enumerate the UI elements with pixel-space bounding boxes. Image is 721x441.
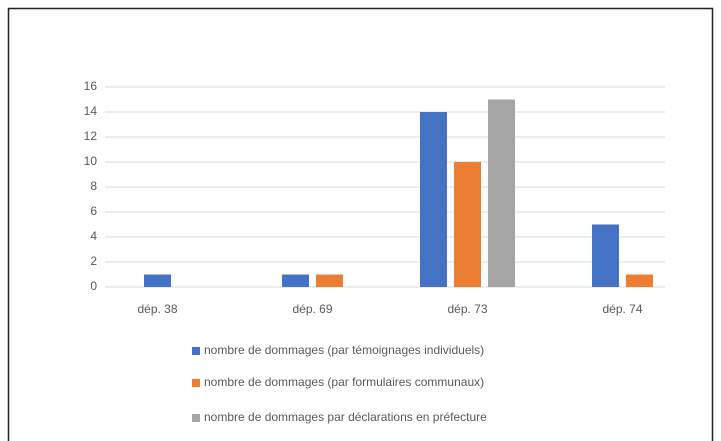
bar: [420, 112, 447, 287]
y-tick-label: 12: [84, 129, 98, 143]
legend-label: nombre de dommages (par formulaires comm…: [204, 375, 484, 389]
x-tick-label: dép. 38: [137, 302, 177, 316]
bar: [454, 162, 481, 287]
x-tick-label: dép. 74: [602, 302, 642, 316]
y-tick-label: 0: [90, 279, 97, 293]
y-tick-label: 4: [90, 229, 97, 243]
bar: [282, 274, 309, 287]
bar: [144, 274, 171, 287]
frame: [7, 7, 714, 441]
y-tick-label: 2: [90, 254, 97, 268]
bar: [488, 99, 515, 287]
bar: [626, 274, 653, 287]
bar: [592, 224, 619, 287]
y-tick-label: 8: [90, 179, 97, 193]
y-tick-label: 14: [84, 104, 98, 118]
legend-label: nombre de dommages par déclarations en p…: [204, 410, 487, 424]
x-tick-label: dép. 69: [292, 302, 332, 316]
legend-swatch: [192, 379, 200, 387]
legend-swatch: [192, 414, 200, 422]
x-tick-label: dép. 73: [447, 302, 487, 316]
y-tick-label: 16: [84, 79, 98, 93]
legend-label: nombre de dommages (par témoignages indi…: [204, 343, 484, 357]
legend-swatch: [192, 347, 200, 355]
bar: [316, 274, 343, 287]
y-tick-label: 6: [90, 204, 97, 218]
y-tick-label: 10: [84, 154, 98, 168]
